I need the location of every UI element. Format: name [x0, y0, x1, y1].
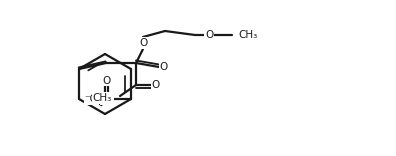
Text: O: O	[139, 38, 147, 48]
Text: O: O	[103, 76, 111, 85]
Text: CH₃: CH₃	[93, 93, 112, 103]
Text: ⁻O: ⁻O	[85, 94, 98, 104]
Text: O: O	[160, 62, 168, 72]
Text: CH₃: CH₃	[238, 30, 257, 40]
Text: O: O	[151, 80, 160, 90]
Text: O: O	[205, 30, 213, 40]
Text: N⁺: N⁺	[100, 94, 114, 104]
